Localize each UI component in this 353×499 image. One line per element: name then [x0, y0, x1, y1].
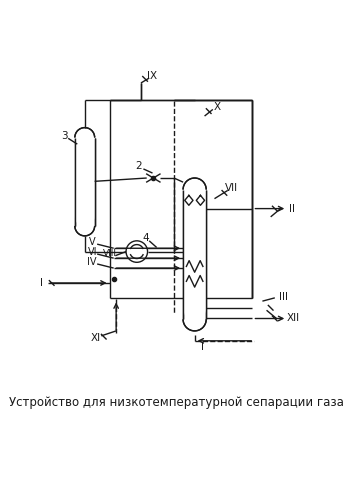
- Text: IX: IX: [148, 71, 157, 81]
- Text: I: I: [40, 278, 43, 288]
- Text: X: X: [214, 102, 221, 112]
- Text: 4: 4: [143, 234, 149, 244]
- Text: VI: VI: [88, 248, 97, 257]
- Text: 2: 2: [135, 162, 142, 172]
- FancyBboxPatch shape: [75, 118, 95, 226]
- Text: 3: 3: [61, 131, 67, 141]
- Text: VII: VII: [225, 183, 238, 193]
- Text: III: III: [279, 292, 288, 302]
- Text: II: II: [289, 204, 295, 214]
- Text: XI: XI: [90, 333, 101, 343]
- FancyBboxPatch shape: [183, 167, 206, 319]
- Text: Устройство для низкотемпературной сепарации газа: Устройство для низкотемпературной сепара…: [9, 396, 344, 409]
- Text: V: V: [89, 238, 96, 248]
- Text: XII: XII: [286, 313, 300, 323]
- Text: VIII: VIII: [102, 249, 116, 257]
- Text: IV: IV: [88, 257, 97, 267]
- Circle shape: [126, 241, 148, 262]
- Text: I: I: [202, 342, 204, 352]
